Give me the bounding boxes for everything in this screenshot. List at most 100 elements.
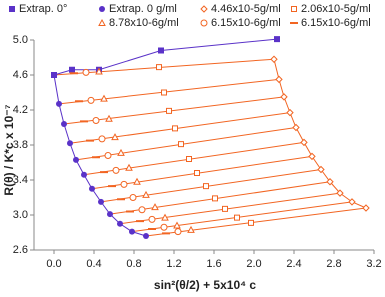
y-tick-label: 3.4 (13, 174, 28, 186)
marker (143, 233, 149, 239)
marker (161, 213, 169, 221)
marker (95, 67, 103, 75)
legend-label: Extrap. 0 g/ml (109, 3, 177, 15)
marker (174, 228, 182, 236)
y-tick-label: 3.8 (13, 139, 28, 151)
marker (98, 198, 104, 205)
marker (212, 195, 218, 202)
x-tick-label: 0.8 (126, 258, 141, 270)
angle-line (75, 127, 297, 161)
marker (248, 219, 254, 226)
marker (117, 148, 125, 156)
x-tick-label: 2.0 (246, 258, 261, 270)
marker (89, 185, 95, 192)
legend-label: 8.78x10-6g/ml (109, 17, 179, 29)
angle-line (69, 112, 291, 144)
y-tick-label: 3.0 (13, 209, 28, 221)
marker (120, 180, 128, 188)
marker (200, 5, 208, 13)
marker (280, 93, 288, 101)
marker (107, 211, 113, 218)
marker (67, 140, 73, 147)
marker (291, 6, 297, 12)
marker (166, 107, 172, 114)
marker (234, 214, 240, 221)
marker (286, 108, 294, 117)
marker (348, 198, 356, 206)
marker (275, 75, 283, 84)
marker (98, 18, 106, 26)
x-axis-title: sin²(θ/2) + 5x10⁴ c (154, 278, 256, 292)
marker (82, 68, 90, 76)
marker (100, 94, 108, 102)
marker (308, 152, 316, 161)
marker (317, 165, 325, 174)
x-tick-label: 1.2 (166, 258, 181, 270)
marker (178, 141, 184, 148)
legend-label: 2.06x10-5g/ml (301, 3, 371, 15)
marker (160, 223, 168, 231)
marker (200, 19, 208, 27)
legend-label: 6.15x10-6g/ml (211, 17, 281, 29)
legend-label: Extrap. 0° (19, 3, 67, 15)
angle-line (109, 181, 331, 215)
marker (326, 178, 334, 186)
marker (148, 215, 156, 223)
y-tick-label: 4.6 (13, 69, 28, 81)
marker (105, 114, 113, 122)
marker (336, 189, 344, 197)
marker (133, 177, 141, 185)
marker (187, 225, 195, 233)
x-tick-label: 2.4 (286, 258, 301, 270)
marker (300, 138, 308, 147)
angle-line (83, 141, 305, 176)
marker (172, 125, 178, 132)
marker (112, 166, 120, 174)
marker (99, 6, 105, 12)
y-tick-label: 5.0 (13, 34, 28, 46)
y-tick-label: 2.6 (13, 244, 28, 256)
x-tick-label: 3.2 (366, 258, 381, 270)
y-tick-label: 4.2 (13, 104, 28, 116)
angle-line (119, 192, 341, 225)
marker (151, 203, 159, 211)
marker (158, 47, 164, 54)
marker (111, 133, 119, 141)
marker (203, 183, 209, 190)
marker (138, 206, 146, 214)
marker (73, 156, 79, 163)
marker (270, 55, 278, 63)
marker (98, 135, 106, 143)
marker (129, 228, 135, 235)
x-tick-label: 1.6 (206, 258, 221, 270)
marker (69, 66, 75, 73)
x-tick-label: 2.8 (326, 258, 341, 270)
angle-line (58, 78, 280, 105)
marker (173, 221, 181, 229)
marker (81, 171, 87, 178)
marker (161, 89, 167, 96)
x-tick-label: 0.4 (86, 258, 101, 270)
y-axis-title: R(θ) / K*c x 10⁻⁷ (2, 104, 16, 195)
marker (186, 156, 192, 162)
marker (274, 36, 280, 43)
marker (104, 152, 112, 159)
angle-line (63, 96, 285, 125)
x-tick-label: 0.0 (46, 258, 61, 270)
marker (362, 204, 370, 212)
legend-label: 4.46x10-5g/ml (211, 3, 281, 15)
marker (142, 190, 150, 198)
marker (87, 96, 95, 104)
angle-line (100, 169, 322, 203)
marker (56, 100, 62, 107)
angle-line (145, 207, 367, 237)
angle-line (53, 58, 275, 76)
marker (292, 123, 300, 132)
marker (194, 170, 200, 176)
angle-line (131, 201, 353, 233)
marker (156, 64, 162, 71)
series-line (273, 59, 367, 209)
marker (125, 163, 133, 171)
angle-line (91, 155, 313, 190)
marker (129, 194, 137, 201)
